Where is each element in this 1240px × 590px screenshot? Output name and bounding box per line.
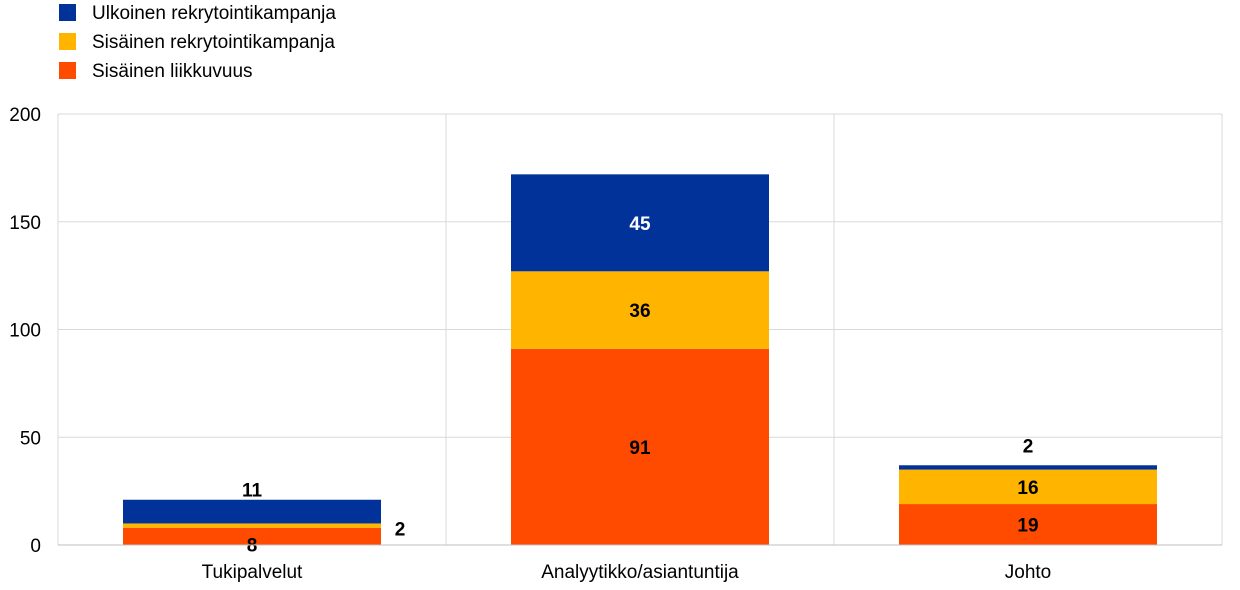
legend-label: Ulkoinen rekrytointikampanja bbox=[92, 3, 336, 24]
x-tick-label: Johto bbox=[1005, 562, 1051, 583]
data-label: 19 bbox=[1017, 516, 1038, 537]
bar-segment bbox=[123, 523, 381, 528]
bar-segment bbox=[899, 504, 1157, 545]
legend: Ulkoinen rekrytointikampanja Sisäinen rek… bbox=[59, 3, 336, 82]
y-tick-label: 100 bbox=[9, 321, 41, 342]
data-label: 91 bbox=[629, 438, 651, 459]
x-tick-label: Tukipalvelut bbox=[202, 562, 303, 583]
bar-segment bbox=[123, 499, 381, 524]
data-label: 16 bbox=[1017, 478, 1038, 499]
bar-segment bbox=[899, 469, 1157, 505]
y-tick-label: 200 bbox=[9, 105, 41, 126]
data-label: 8 bbox=[247, 535, 258, 556]
bar-segment bbox=[899, 465, 1157, 470]
y-tick-label: 0 bbox=[30, 536, 41, 557]
legend-label: Sisäinen rekrytointikampanja bbox=[92, 32, 335, 53]
y-tick-label: 50 bbox=[20, 428, 41, 449]
bar-segment bbox=[511, 174, 769, 272]
bar-segment bbox=[511, 271, 769, 349]
bars bbox=[123, 174, 1157, 545]
data-labels: 8 2 11 91 36 45 19 16 2 bbox=[242, 214, 1039, 557]
x-axis: Tukipalvelut Analyytikko/asiantuntija Joht… bbox=[58, 544, 1222, 583]
bar-segment bbox=[123, 527, 381, 545]
x-tick-label: Analyytikko/asiantuntija bbox=[541, 562, 739, 583]
data-label: 11 bbox=[242, 481, 263, 502]
data-label: 45 bbox=[629, 214, 651, 235]
data-label: 2 bbox=[395, 520, 406, 541]
y-tick-label: 150 bbox=[9, 213, 41, 234]
y-axis: 0 50 100 150 200 bbox=[9, 105, 41, 557]
legend-swatch bbox=[59, 62, 76, 79]
data-label: 2 bbox=[1023, 436, 1034, 457]
bar-segment bbox=[511, 348, 769, 545]
data-label: 36 bbox=[629, 301, 650, 322]
legend-label: Sisäinen liikkuvuus bbox=[92, 61, 253, 82]
legend-swatch bbox=[59, 33, 76, 50]
legend-swatch bbox=[59, 4, 76, 21]
